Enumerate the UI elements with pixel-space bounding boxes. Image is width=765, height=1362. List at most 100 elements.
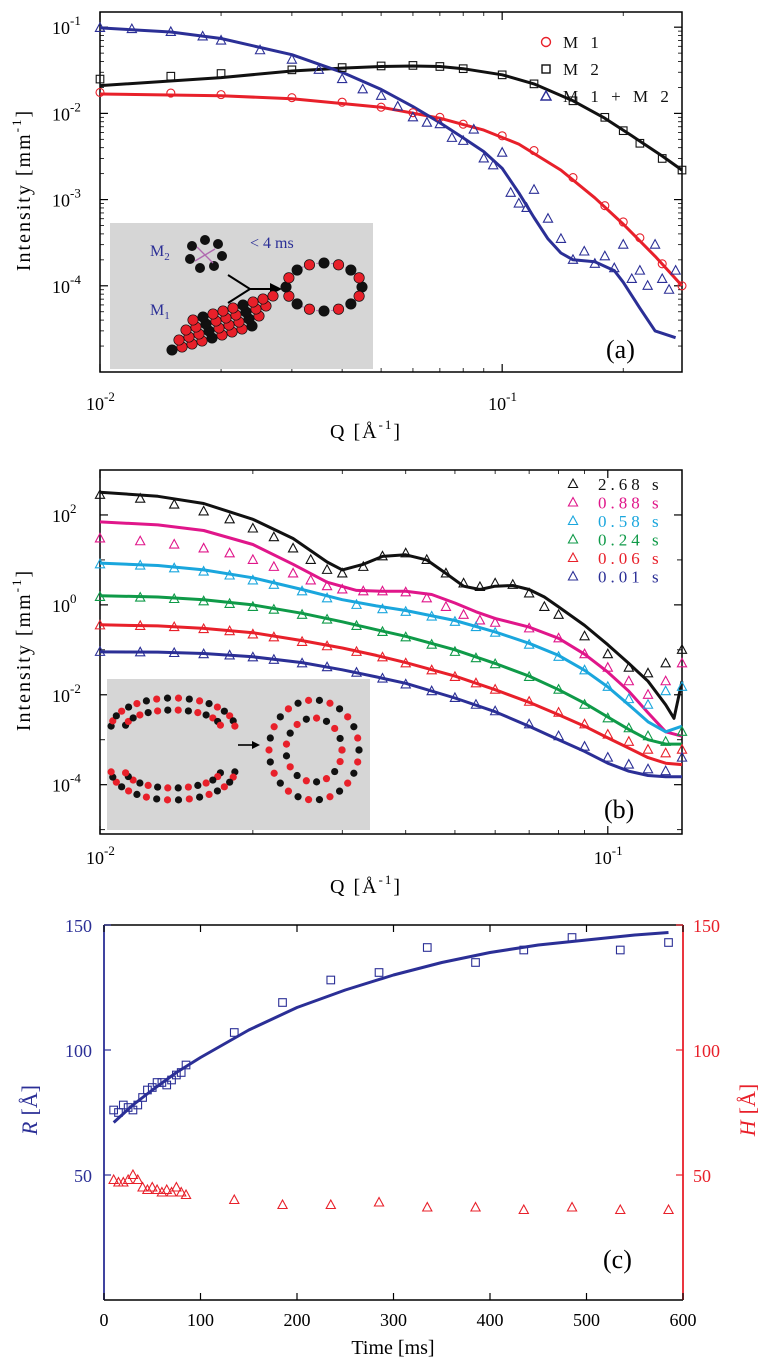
- legend-marker: [567, 477, 579, 489]
- data-point-triangle: [357, 585, 369, 596]
- bilayer-headgroup: [121, 769, 130, 777]
- data-point-triangle: [254, 44, 266, 55]
- data-point-triangle: [400, 547, 412, 558]
- data-point-triangle: [553, 706, 565, 717]
- data-point-triangle: [376, 651, 389, 662]
- data-point-triangle: [247, 628, 259, 639]
- data-point-triangle: [489, 616, 501, 627]
- data-point-square: [567, 933, 577, 942]
- panel-b-legend: 2.68 s0.88 s0.58 s0.24 s0.06 s0.01 s: [567, 475, 663, 587]
- data-point-triangle: [458, 608, 470, 619]
- data-point-square: [138, 1093, 147, 1102]
- data-point-triangle: [296, 635, 308, 646]
- data-point-triangle: [168, 646, 180, 658]
- bilayer-headgroup: [226, 712, 234, 720]
- micelle-headgroup: [166, 344, 178, 356]
- bilayer-headgroup: [142, 793, 150, 801]
- bilayer-headgroup: [174, 706, 182, 714]
- data-point-triangle: [523, 718, 535, 729]
- x-tick-label: 10-2: [86, 389, 115, 414]
- vesicle-headgroup: [265, 746, 273, 754]
- data-point-triangle: [579, 740, 591, 751]
- legend-label: 0.24 s: [598, 531, 663, 550]
- data-point-triangle: [470, 1201, 482, 1212]
- micelle-headgroup: [318, 305, 330, 317]
- data-point-square: [435, 62, 445, 71]
- data-point-triangle: [470, 652, 482, 663]
- data-point-square: [657, 154, 667, 163]
- data-point-triangle: [321, 580, 333, 591]
- data-point-square: [181, 1060, 191, 1070]
- bilayer-headgroup: [209, 776, 217, 784]
- data-point-triangle: [505, 186, 517, 197]
- data-point-triangle: [602, 751, 614, 762]
- data-point-triangle: [287, 567, 299, 578]
- data-point-square: [326, 975, 336, 985]
- vesicle-headgroup: [276, 713, 284, 721]
- data-point-triangle: [198, 542, 210, 553]
- data-point-square: [497, 70, 507, 80]
- data-point-triangle: [168, 538, 180, 549]
- data-point-triangle: [589, 257, 601, 268]
- y-tick-label: 10-3: [52, 186, 81, 211]
- data-point-triangle: [376, 672, 389, 683]
- data-point-triangle: [538, 600, 550, 611]
- y-tick-label-right: 100: [693, 1041, 720, 1061]
- panel-a-fits: [99, 26, 684, 340]
- bilayer-headgroup: [184, 707, 192, 715]
- micelle-headgroup: [332, 259, 345, 271]
- panel-b-tag: (b): [604, 795, 634, 824]
- vesicle-headgroup: [335, 787, 344, 795]
- data-point-triangle: [566, 1201, 578, 1212]
- data-point-square: [568, 96, 578, 106]
- data-point-circle: [376, 102, 386, 112]
- data-point-triangle: [474, 614, 486, 625]
- data-point-circle: [287, 93, 297, 103]
- data-point-triangle: [489, 626, 501, 637]
- data-point-triangle: [268, 560, 280, 571]
- micelle-headgroup: [227, 302, 239, 314]
- data-point-circle: [529, 146, 539, 156]
- data-point-triangle: [660, 764, 672, 776]
- inset-a-time: < 4 ms: [250, 235, 294, 252]
- data-point-triangle: [108, 1173, 120, 1185]
- data-point-square: [664, 938, 673, 947]
- vesicle-headgroup: [284, 705, 293, 713]
- y-tick-label: 10-4: [52, 771, 81, 796]
- data-point-triangle: [357, 560, 369, 571]
- panel-c-ylabel-right: H[Å]: [735, 1084, 760, 1137]
- data-point-triangle: [608, 262, 620, 273]
- data-point-triangle: [642, 279, 654, 290]
- vesicle-headgroup: [336, 757, 344, 766]
- data-point-triangle: [350, 619, 363, 630]
- fit-line-navy: [99, 650, 682, 779]
- data-point-square: [374, 968, 384, 977]
- micelle-headgroup: [197, 311, 209, 323]
- data-point-triangle: [553, 608, 565, 619]
- data-point-triangle: [350, 666, 363, 677]
- bilayer-headgroup: [185, 795, 193, 803]
- data-point-square: [167, 1075, 176, 1085]
- data-point-triangle: [599, 250, 611, 261]
- x-tick-label: 10-1: [488, 389, 517, 414]
- panel-c-fit: [112, 931, 669, 1124]
- data-point-circle: [497, 131, 507, 141]
- data-point-triangle: [489, 705, 501, 716]
- data-point-triangle: [489, 657, 501, 669]
- data-point-triangle: [321, 613, 333, 624]
- panel-a: 10-1 10-2 10-3 10-4 10-2 10-1 M2 M1 < 4 ms: [9, 11, 687, 443]
- bilayer-headgroup: [205, 790, 213, 799]
- data-point-triangle: [127, 1168, 139, 1180]
- data-point-triangle: [449, 645, 461, 656]
- data-point-triangle: [168, 592, 180, 604]
- data-point-square: [408, 61, 418, 70]
- vesicle-headgroup: [284, 787, 293, 795]
- panel-b-ticks: 102 100 10-2 10-4 10-2 10-1: [52, 470, 682, 868]
- vesicle-headgroup: [312, 714, 321, 722]
- data-point-triangle: [449, 615, 461, 626]
- data-point-triangle: [94, 645, 106, 656]
- bilayer-headgroup: [124, 703, 133, 711]
- data-point-triangle: [663, 1203, 675, 1215]
- bilayer-headgroup: [164, 706, 172, 714]
- data-point-triangle: [325, 1198, 337, 1210]
